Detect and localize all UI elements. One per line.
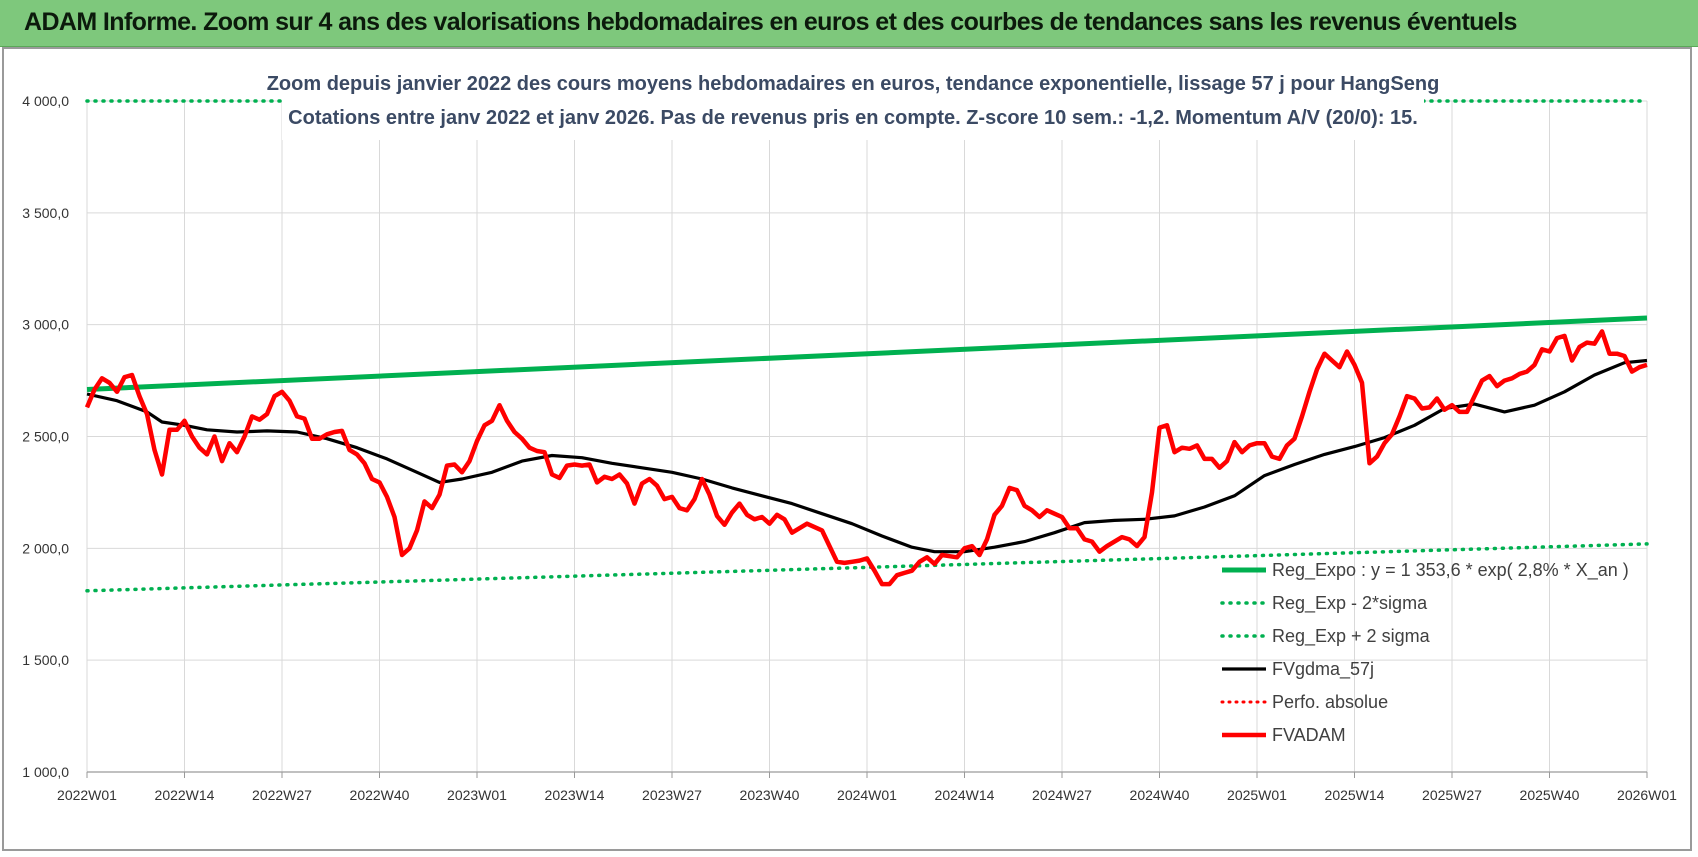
- series-line-3: [86, 358, 1648, 554]
- chart-title: Zoom depuis janvier 2022 des cours moyen…: [267, 73, 1440, 95]
- x-tick-label: 2024W14: [935, 787, 995, 803]
- title-background: [282, 60, 1424, 140]
- legend-label-1: Reg_Exp - 2*sigma: [1272, 593, 1428, 614]
- x-tick-label: 2022W14: [155, 787, 215, 803]
- chart-frame: [2, 47, 1692, 851]
- banner-title: ADAM Informe. Zoom sur 4 ans des valoris…: [24, 8, 1517, 36]
- x-tick-label: 2025W40: [1520, 787, 1580, 803]
- legend-label-3: FVgdma_57j: [1272, 659, 1374, 680]
- chart-subtitle: Cotations entre janv 2022 et janv 2026. …: [288, 107, 1418, 129]
- axis-labels: 1 000,0 1 500,0 2 000,0 2 500,0 3 000,0 3 500…: [22, 93, 1677, 803]
- y-tick-label: 3 500,0: [22, 205, 69, 221]
- legend-label-0: Reg_Expo : y = 1 353,6 * exp( 2,8% * X_a…: [1272, 560, 1629, 581]
- x-tick-label: 2024W01: [837, 787, 897, 803]
- series-lines: [84, 99, 1649, 593]
- x-tick-label: 2025W01: [1227, 787, 1287, 803]
- x-tick-label: 2025W14: [1325, 787, 1385, 803]
- x-tick-label: 2026W01: [1617, 787, 1677, 803]
- x-tick-label: 2022W27: [252, 787, 312, 803]
- x-tick-label: 2024W27: [1032, 787, 1092, 803]
- x-tick-label: 2023W01: [447, 787, 507, 803]
- y-tick-label: 2 000,0: [22, 540, 69, 556]
- title-banner: ADAM Informe. Zoom sur 4 ans des valoris…: [0, 0, 1698, 47]
- x-tick-label: 2023W40: [740, 787, 800, 803]
- y-tick-label: 4 000,0: [22, 93, 69, 109]
- x-tick-label: 2024W40: [1130, 787, 1190, 803]
- x-tick-label: 2025W27: [1422, 787, 1482, 803]
- legend-label-4: Perfo. absolue: [1272, 692, 1388, 712]
- x-tick-label: 2022W40: [350, 787, 410, 803]
- legend-label-5: FVADAM: [1272, 725, 1346, 745]
- series-line-5: [84, 329, 1648, 587]
- y-tick-label: 1 000,0: [22, 764, 69, 780]
- series-line-0: [86, 315, 1648, 392]
- x-tick-label: 2022W01: [57, 787, 117, 803]
- x-tick-label: 2023W27: [642, 787, 702, 803]
- legend: Reg_Expo : y = 1 353,6 * exp( 2,8% * X_a…: [1220, 560, 1629, 745]
- x-tick-label: 2023W14: [545, 787, 605, 803]
- y-tick-label: 2 500,0: [22, 429, 69, 445]
- y-tick-label: 1 500,0: [22, 652, 69, 668]
- legend-label-2: Reg_Exp + 2 sigma: [1272, 626, 1431, 647]
- y-tick-label: 3 000,0: [22, 317, 69, 333]
